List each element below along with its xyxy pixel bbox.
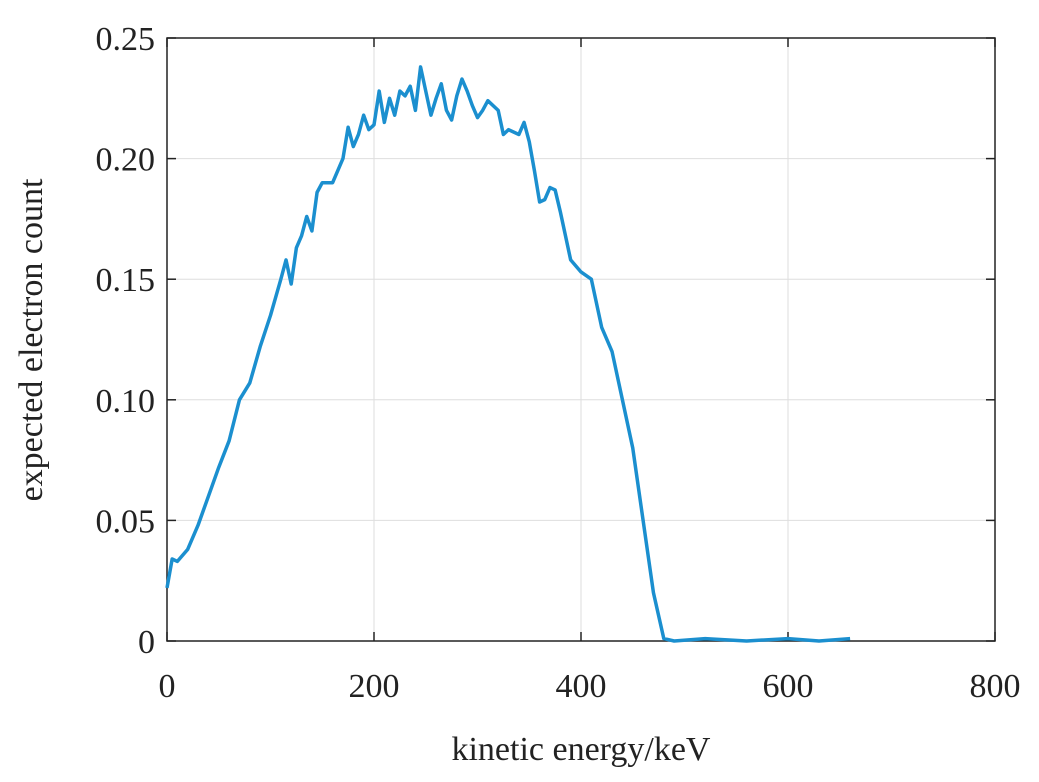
- x-tick-label: 400: [556, 668, 607, 705]
- x-tick-label: 200: [349, 668, 400, 705]
- x-tick-label: 800: [970, 668, 1021, 705]
- x-axis-label: kinetic energy/keV: [451, 731, 710, 768]
- plot-frame: [166, 37, 996, 642]
- y-tick-label: 0.10: [96, 383, 156, 420]
- y-tick-label: 0: [138, 624, 155, 661]
- x-tick-label: 600: [763, 668, 814, 705]
- y-tick-label: 0.05: [96, 503, 156, 540]
- y-axis-label: expected electron count: [13, 178, 50, 501]
- x-tick-label: 0: [159, 668, 176, 705]
- y-tick-label: 0.20: [96, 142, 156, 179]
- y-tick-label: 0.25: [96, 21, 156, 58]
- data-line: [165, 65, 851, 643]
- y-tick-label: 0.15: [96, 262, 156, 299]
